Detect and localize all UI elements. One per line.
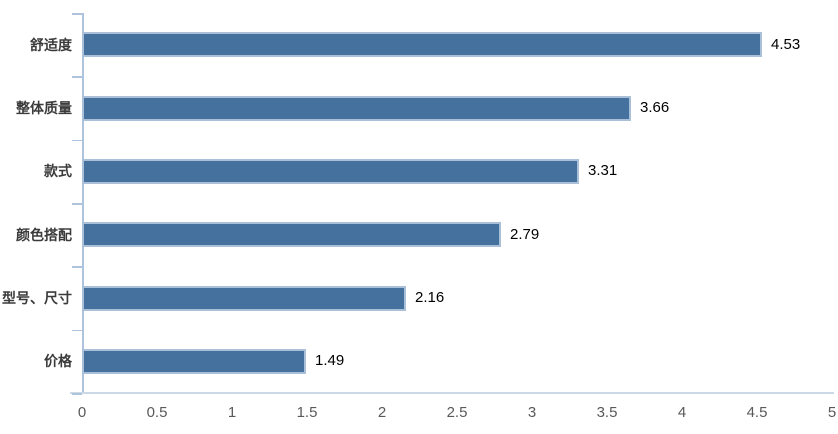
x-axis-tick-label: 0.5 — [146, 404, 168, 421]
category-label: 价格 — [44, 353, 72, 369]
x-axis-tick-label: 2 — [377, 404, 387, 421]
x-axis-tick-label: 1 — [227, 404, 237, 421]
category-label: 款式 — [44, 163, 72, 179]
x-axis-tick-label: 3.5 — [596, 404, 618, 421]
y-axis-tick — [72, 203, 82, 205]
value-label: 2.79 — [510, 226, 540, 243]
value-label: 1.49 — [315, 352, 345, 369]
y-axis-tick — [72, 266, 82, 268]
bar — [82, 32, 762, 57]
x-axis-tick-label: 5 — [827, 404, 837, 421]
category-label: 型号、尺寸 — [2, 290, 72, 306]
bar — [82, 159, 579, 184]
value-label: 3.31 — [588, 162, 618, 179]
category-label: 颜色搭配 — [16, 227, 72, 243]
x-axis-tick-label: 4.5 — [746, 404, 768, 421]
y-axis-line — [82, 13, 84, 393]
x-axis-tick-label: 3 — [527, 404, 537, 421]
value-label: 2.16 — [415, 289, 445, 306]
bar — [82, 96, 631, 121]
x-axis-tick-label: 1.5 — [296, 404, 318, 421]
value-label: 4.53 — [771, 36, 801, 53]
x-axis-tick-label: 4 — [677, 404, 687, 421]
y-axis-tick — [72, 13, 82, 15]
bar — [82, 286, 406, 311]
x-axis-tick-label: 2.5 — [446, 404, 468, 421]
category-label: 整体质量 — [16, 100, 72, 116]
bar — [82, 222, 501, 247]
y-axis-tick — [72, 139, 82, 142]
y-axis-tick — [72, 76, 82, 78]
x-axis-line — [70, 392, 834, 394]
value-label: 3.66 — [640, 99, 670, 116]
y-axis-tick — [72, 393, 82, 395]
x-axis-tick-label: 0 — [77, 404, 87, 421]
y-axis-tick — [72, 329, 82, 332]
category-label: 舒适度 — [30, 37, 72, 53]
bar — [82, 349, 306, 374]
